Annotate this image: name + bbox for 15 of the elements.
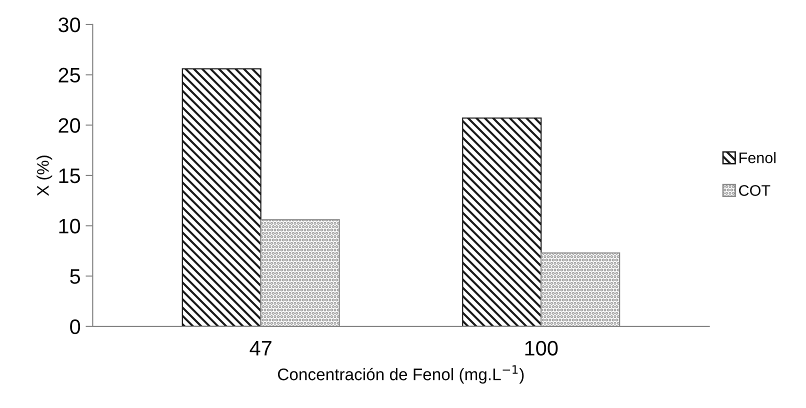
y-tick-label: 15 xyxy=(59,168,80,184)
y-tick-label: 30 xyxy=(58,17,80,32)
y-tick-label: 5 xyxy=(70,269,80,284)
y-tick-label: 10 xyxy=(59,218,80,234)
legend-label: COT xyxy=(739,185,770,196)
bar xyxy=(182,68,262,326)
y-axis-title: X (%) xyxy=(36,156,52,196)
y-tick-label: 0 xyxy=(70,319,80,334)
x-axis-title: Concentración de Fenol (mg.L$^{−1}$) xyxy=(278,365,524,384)
legend-label: Fenol xyxy=(740,152,776,164)
x-tick-label: 47 xyxy=(250,341,272,356)
y-tick-label: 25 xyxy=(58,68,80,83)
bar xyxy=(462,118,542,326)
x-tick-label: 100 xyxy=(525,340,558,356)
y-tick-label: 20 xyxy=(58,118,80,133)
